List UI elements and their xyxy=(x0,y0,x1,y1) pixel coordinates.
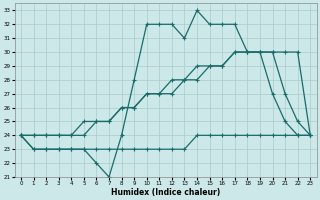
X-axis label: Humidex (Indice chaleur): Humidex (Indice chaleur) xyxy=(111,188,220,197)
